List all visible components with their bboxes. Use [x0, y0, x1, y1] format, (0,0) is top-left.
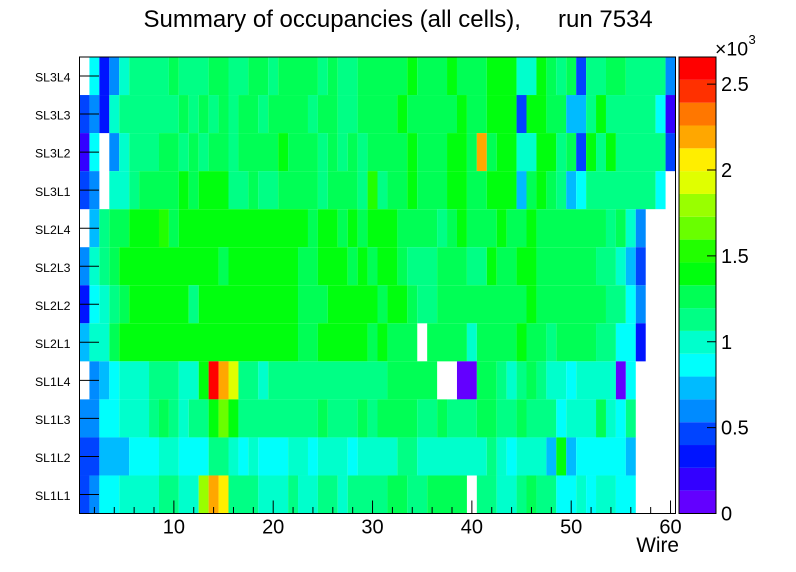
svg-text:SL3L4: SL3L4	[35, 71, 71, 85]
svg-text:Wire: Wire	[636, 534, 679, 557]
svg-text:SL2L2: SL2L2	[35, 299, 71, 313]
svg-text:10: 10	[163, 517, 185, 539]
svg-text:SL3L3: SL3L3	[35, 109, 71, 123]
svg-text:SL3L2: SL3L2	[35, 147, 71, 161]
svg-text:SL1L1: SL1L1	[35, 489, 71, 503]
svg-text:SL2L4: SL2L4	[35, 223, 71, 237]
svg-text:0.5: 0.5	[721, 418, 749, 440]
svg-text:40: 40	[461, 517, 483, 539]
svg-text:1.5: 1.5	[721, 246, 749, 268]
svg-text:SL1L3: SL1L3	[35, 413, 71, 427]
svg-text:SL3L1: SL3L1	[35, 185, 71, 199]
svg-text:60: 60	[659, 517, 681, 539]
svg-text:30: 30	[361, 517, 383, 539]
svg-text:20: 20	[262, 517, 284, 539]
svg-text:1: 1	[721, 332, 732, 354]
svg-text:2.5: 2.5	[721, 74, 749, 96]
svg-text:SL1L2: SL1L2	[35, 451, 71, 465]
svg-text:SL2L1: SL2L1	[35, 337, 71, 351]
svg-text:Summary of occupancies (all ce: Summary of occupancies (all cells),	[144, 6, 521, 33]
svg-text:2: 2	[721, 160, 732, 182]
svg-text:SL2L3: SL2L3	[35, 261, 71, 275]
svg-text:3: 3	[749, 32, 756, 47]
svg-text:run 7534: run 7534	[558, 6, 653, 33]
svg-text:50: 50	[560, 517, 582, 539]
svg-text:×10: ×10	[715, 39, 748, 61]
svg-text:0: 0	[721, 504, 732, 526]
svg-text:SL1L4: SL1L4	[35, 375, 71, 389]
